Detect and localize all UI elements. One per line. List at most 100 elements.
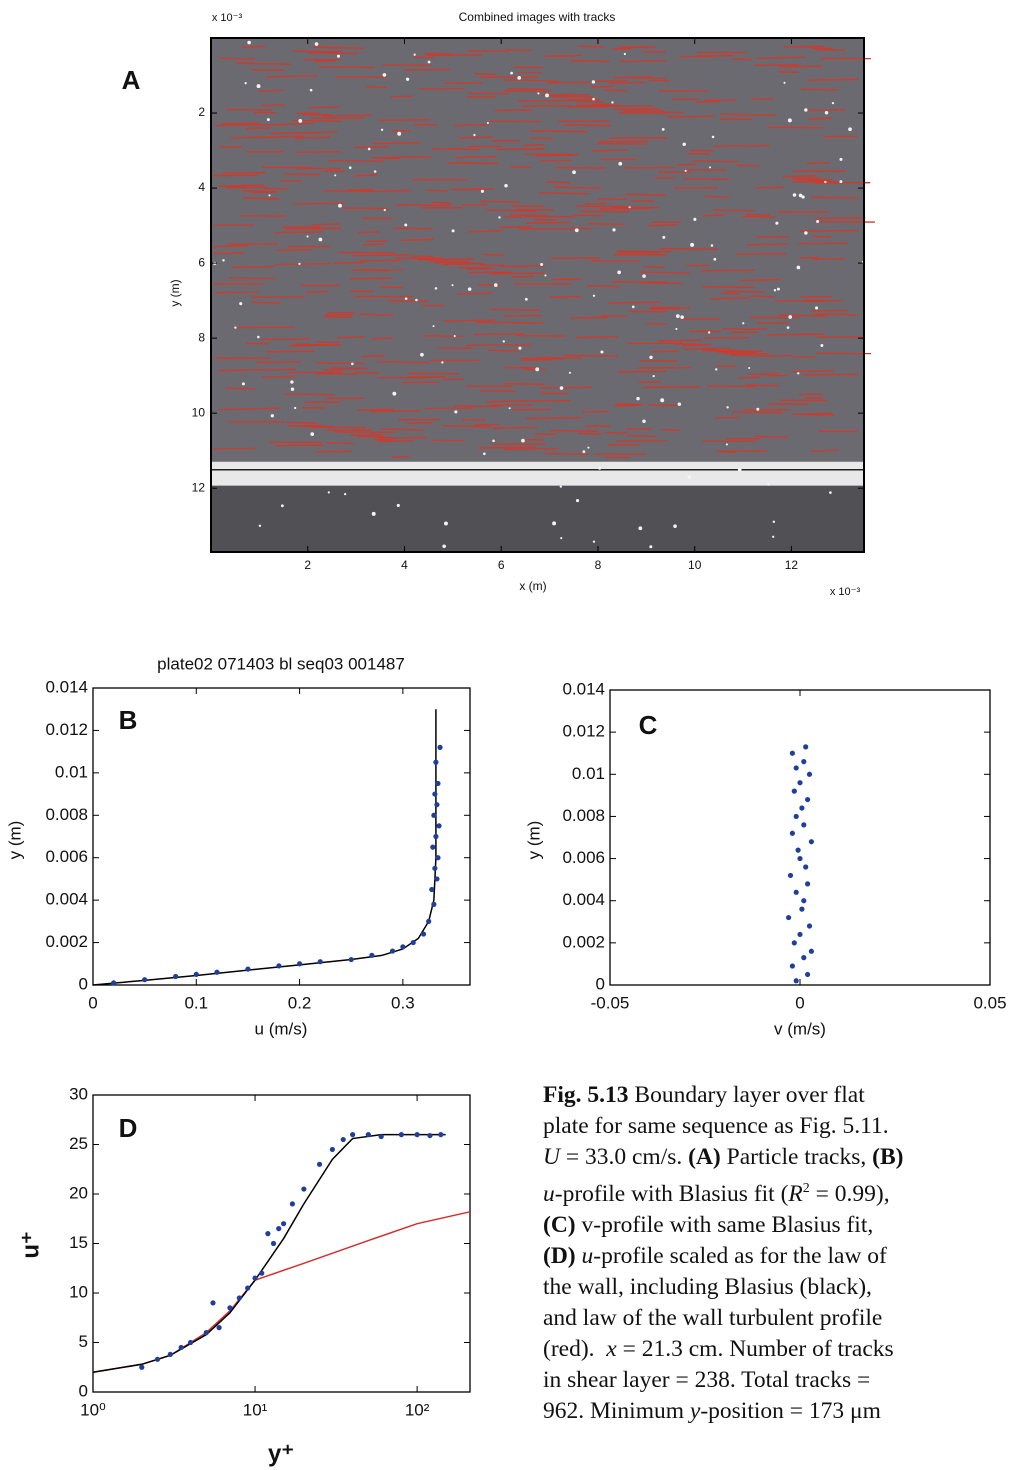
y-tick-label: 6 <box>198 255 205 269</box>
particle-dot <box>587 446 590 449</box>
particle-dot <box>247 40 251 45</box>
particle-dot <box>649 545 653 549</box>
particle-dot <box>636 396 640 401</box>
particle-dot <box>257 335 260 339</box>
particle-dot <box>404 223 408 227</box>
panel-label: D <box>119 1113 138 1143</box>
track <box>612 47 631 50</box>
track <box>316 341 340 344</box>
particle-dot <box>508 407 511 410</box>
track <box>506 49 532 52</box>
track <box>520 357 562 360</box>
track <box>570 226 592 230</box>
caption-text: y <box>689 1397 701 1424</box>
data-point <box>806 923 813 929</box>
particle-dot <box>772 520 776 524</box>
track <box>352 254 411 257</box>
particle-dot <box>535 367 540 372</box>
track <box>286 421 316 424</box>
data-point <box>435 855 441 861</box>
y-tick-label: 0.006 <box>45 847 88 866</box>
track <box>704 336 749 339</box>
track <box>646 322 667 325</box>
particle-dot <box>492 439 495 443</box>
particle-dot <box>797 372 800 375</box>
x-multiplier: x 10⁻³ <box>830 586 861 598</box>
track <box>586 285 620 288</box>
track <box>426 189 448 192</box>
track <box>754 435 788 438</box>
track <box>732 411 783 414</box>
particle-dot <box>649 355 653 360</box>
y-tick-label: 10 <box>192 405 206 419</box>
track <box>503 382 545 386</box>
track <box>211 244 248 248</box>
track <box>215 124 235 127</box>
caption-line: u-profile with Blasius fit (R2 = 0.99), <box>543 1173 1014 1210</box>
particle-dot <box>545 93 549 98</box>
data-point <box>236 1295 242 1301</box>
caption-line: the wall, including Blasius (black), <box>543 1272 1014 1303</box>
track <box>792 413 835 416</box>
track <box>692 160 738 163</box>
caption-line: (red). x = 21.3 cm. Number of tracks <box>543 1334 1014 1365</box>
track <box>431 201 452 204</box>
caption-line: U = 33.0 cm/s. (A) Particle tracks, (B) <box>543 1142 1014 1173</box>
track <box>454 124 489 127</box>
track <box>404 68 450 71</box>
x-tick-label: 10² <box>405 1400 430 1419</box>
track <box>308 106 340 109</box>
particle-dot <box>710 244 714 247</box>
particle-dot <box>483 452 486 456</box>
track <box>323 190 380 193</box>
caption-text: (D) <box>543 1242 576 1269</box>
track <box>515 208 555 212</box>
track <box>800 88 839 91</box>
data-point <box>389 948 396 954</box>
x-tick-label: 4 <box>401 558 408 572</box>
track <box>503 447 559 450</box>
particle-dot <box>638 526 643 531</box>
track <box>486 209 538 212</box>
x-tick-label: 0 <box>795 993 804 1012</box>
track <box>807 78 859 81</box>
track <box>701 269 755 272</box>
data-point <box>265 1231 271 1237</box>
data-point <box>436 823 442 829</box>
y-tick-label: 0.002 <box>562 932 605 951</box>
track <box>299 131 338 134</box>
particle-dot <box>631 305 635 309</box>
track <box>716 450 737 453</box>
track <box>576 336 618 339</box>
particle-dot <box>348 166 352 170</box>
track <box>511 275 535 278</box>
track <box>294 136 331 139</box>
track <box>242 197 280 200</box>
particle-dot <box>575 499 580 503</box>
track <box>649 306 691 309</box>
track <box>274 231 323 234</box>
particle-dot <box>618 161 623 166</box>
data-point <box>252 1275 258 1281</box>
track <box>767 126 823 129</box>
data-point <box>793 889 799 895</box>
data-point <box>432 791 438 797</box>
track <box>380 189 412 192</box>
track <box>526 221 571 224</box>
track <box>504 79 559 82</box>
track <box>811 196 858 199</box>
track <box>376 361 430 364</box>
particle-dot <box>415 298 418 302</box>
particle-dot <box>801 195 805 199</box>
data-point <box>259 1270 265 1276</box>
track <box>608 81 646 84</box>
track <box>377 440 414 443</box>
particle-dot <box>611 101 614 104</box>
track <box>219 408 258 411</box>
data-point <box>786 914 792 921</box>
particle-dot <box>675 314 680 319</box>
plot-frame <box>609 689 991 986</box>
caption-text: Particle tracks, <box>720 1144 873 1170</box>
x-axis-label: v (m/s) <box>774 1019 826 1038</box>
particle-dot <box>451 284 454 287</box>
